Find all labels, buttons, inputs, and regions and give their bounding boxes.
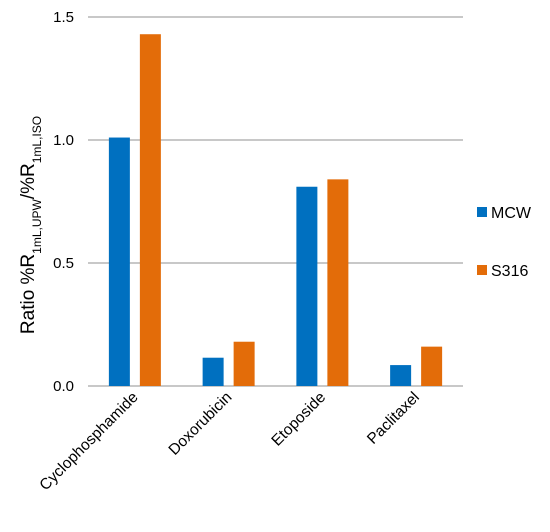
y-axis-label: Ratio %R1mL,UPW/%R1mL,ISO — [18, 116, 44, 334]
legend: MCW S316 — [477, 205, 532, 280]
bar-mcw-cyclophosphamide — [108, 137, 130, 386]
bars — [108, 34, 443, 386]
legend-label: S316 — [491, 263, 528, 280]
y-tick-label: 0.0 — [53, 378, 74, 395]
bar-mcw-doxorubicin — [202, 357, 224, 386]
x-category-label: Doxorubicin — [166, 389, 236, 459]
y-tick-label: 0.5 — [53, 255, 74, 272]
bar-mcw-paclitaxel — [390, 365, 412, 386]
x-category-label: Etoposide — [268, 389, 329, 450]
bar-s316-doxorubicin — [233, 341, 255, 386]
y-axis-label-middle: /%R — [18, 163, 39, 199]
legend-swatch — [477, 207, 487, 217]
x-category-label: Cyclophosphamide — [36, 389, 141, 494]
y-tick-label: 1.5 — [53, 9, 74, 26]
y-axis-label-sub2: 1mL,ISO — [30, 116, 44, 163]
legend-label: MCW — [491, 205, 532, 222]
y-axis-label-prefix: Ratio %R — [18, 254, 39, 334]
y-tick-labels: 0.0 0.5 1.0 1.5 — [53, 9, 74, 395]
y-axis-label-sub1: 1mL,UPW — [30, 199, 44, 254]
x-category-label: Paclitaxel — [364, 389, 423, 448]
bar-s316-paclitaxel — [421, 346, 443, 386]
legend-swatch — [477, 265, 487, 275]
bar-s316-cyclophosphamide — [139, 34, 161, 386]
bar-mcw-etoposide — [296, 186, 318, 386]
x-category-labels: Cyclophosphamide Doxorubicin Etoposide Pacl… — [36, 389, 422, 494]
y-tick-label: 1.0 — [53, 132, 74, 149]
bar-s316-etoposide — [327, 179, 349, 386]
